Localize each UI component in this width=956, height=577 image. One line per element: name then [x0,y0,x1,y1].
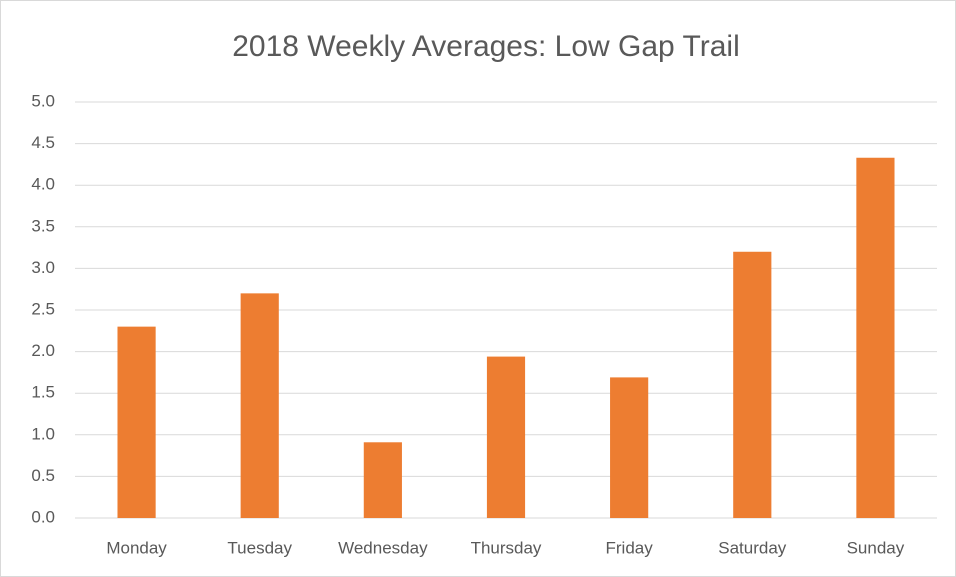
y-tick-label: 3.5 [31,216,55,235]
bar [610,377,649,518]
y-tick-label: 4.5 [31,133,55,152]
x-tick-label: Sunday [847,538,905,557]
x-tick-label: Tuesday [227,538,292,557]
x-tick-label: Wednesday [338,538,428,557]
bar [486,356,526,518]
chart-title: 2018 Weekly Averages: Low Gap Trail [232,30,740,63]
y-tick-label: 4.0 [31,175,55,194]
x-tick-label: Thursday [471,538,542,557]
y-tick-label: 2.0 [31,341,55,360]
bar [856,157,895,518]
bar [240,293,279,518]
y-tick-label: 0.0 [31,507,55,526]
x-tick-label: Monday [106,538,167,557]
x-tick-label: Friday [606,538,654,557]
y-tick-label: 0.5 [31,466,55,485]
x-tick-label: Saturday [718,538,787,557]
y-tick-label: 1.0 [31,424,55,443]
bar [363,442,402,518]
y-tick-label: 5.0 [31,91,55,110]
y-tick-label: 3.0 [31,258,55,277]
bar [117,326,156,518]
bar [733,251,772,518]
y-tick-label: 2.5 [31,299,55,318]
y-tick-label: 1.5 [31,383,55,402]
